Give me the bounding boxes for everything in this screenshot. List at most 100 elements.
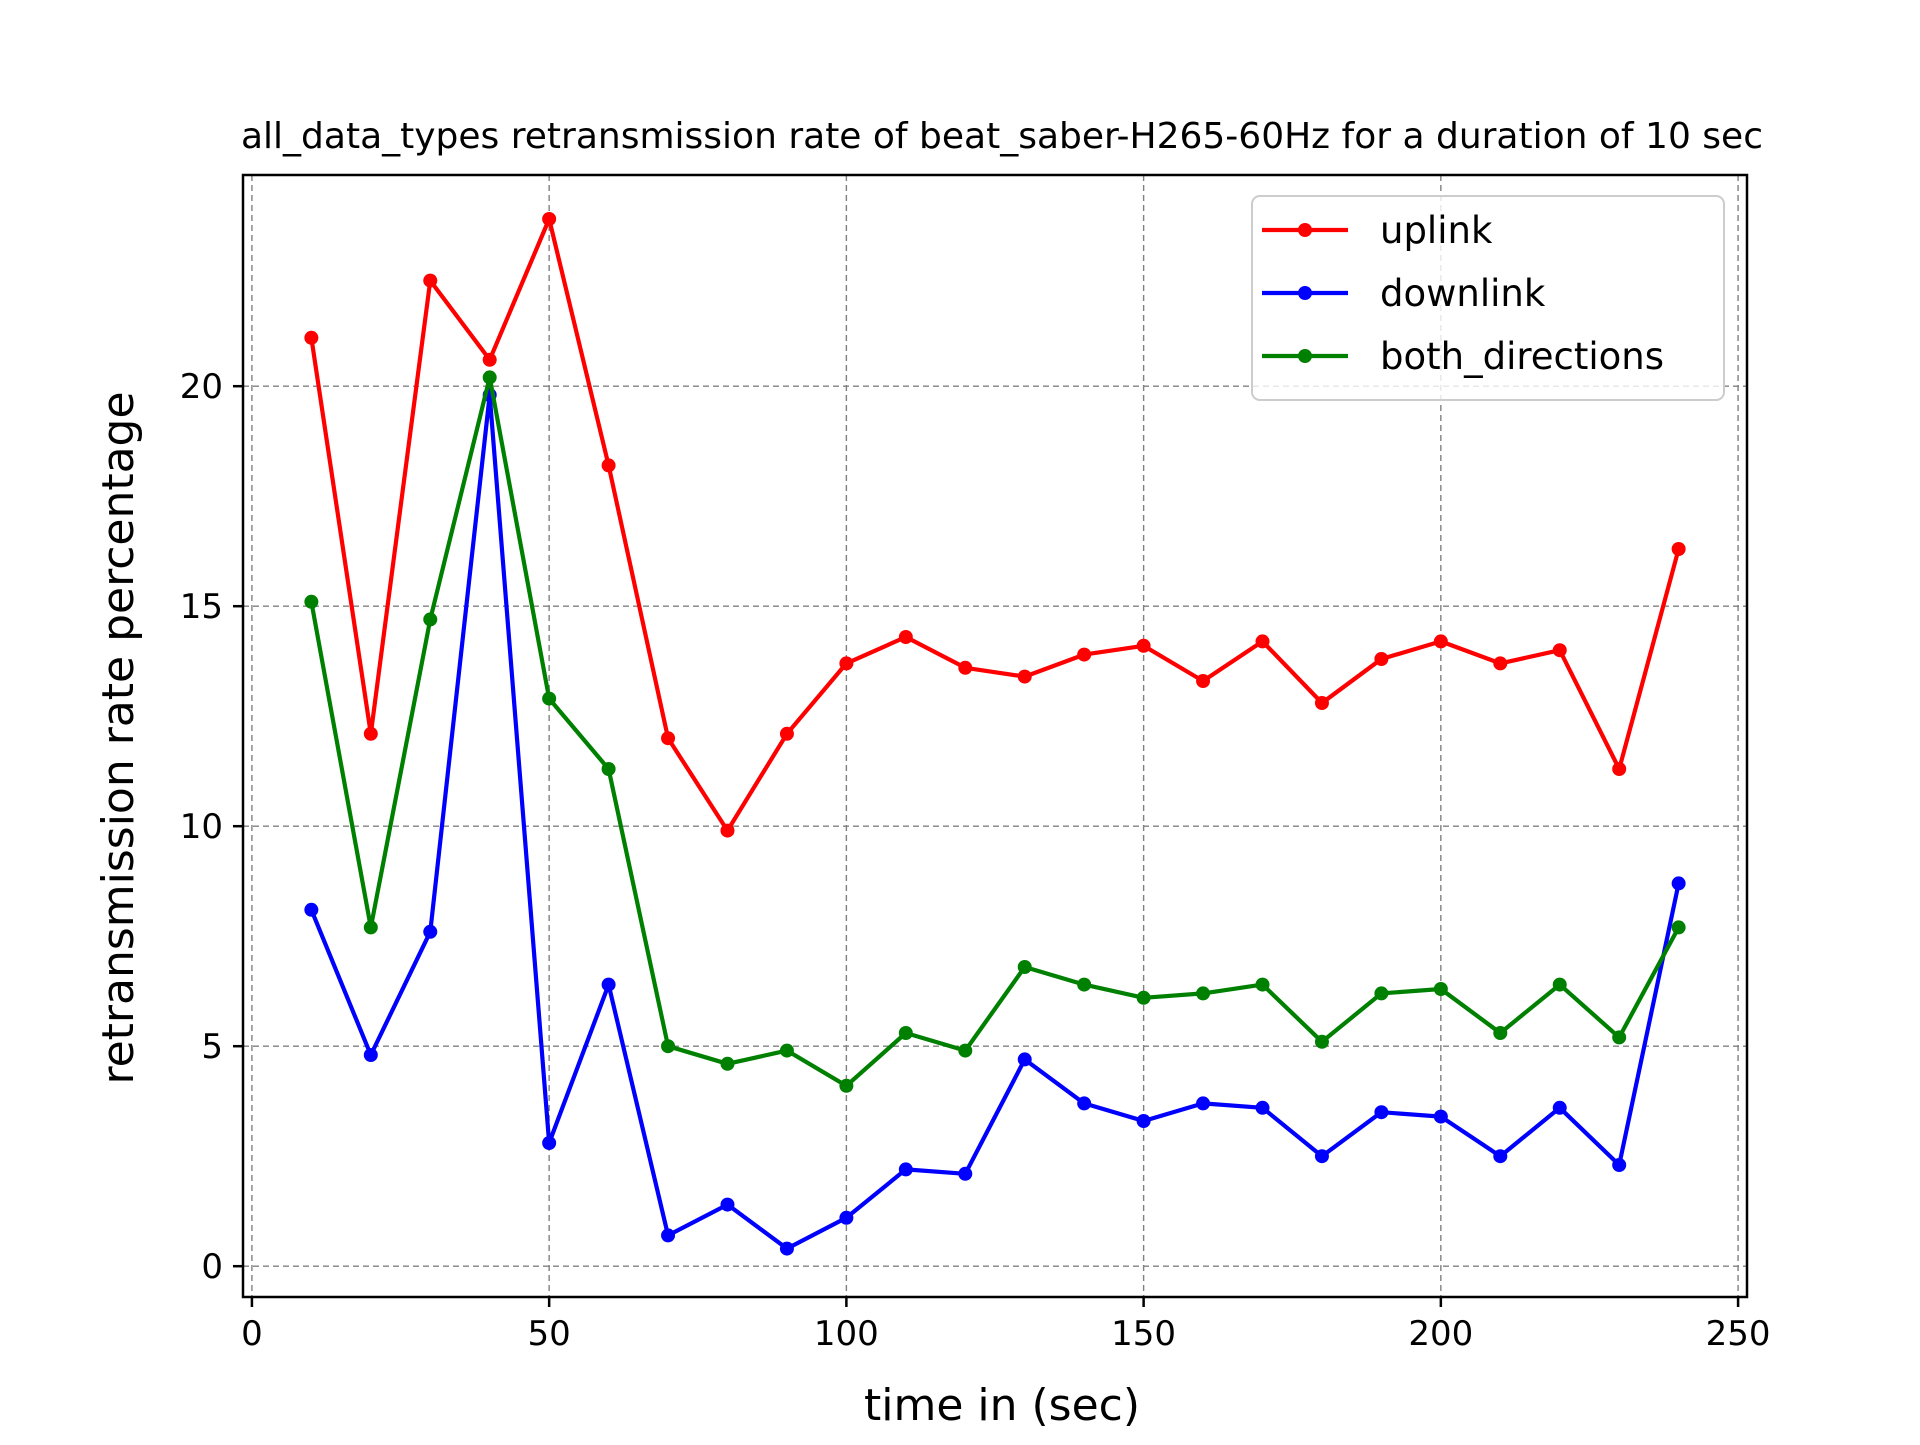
data-point <box>1077 647 1092 662</box>
x-tick-label: 0 <box>241 1314 263 1354</box>
x-tick-label: 50 <box>528 1314 571 1354</box>
data-point <box>542 1136 557 1150</box>
data-point <box>1671 920 1686 935</box>
data-point <box>720 823 735 838</box>
data-point <box>304 902 319 917</box>
data-point <box>720 1197 735 1212</box>
data-point <box>1433 982 1448 996</box>
data-point <box>1196 674 1211 688</box>
data-point <box>898 1026 913 1040</box>
data-point <box>363 920 378 935</box>
data-point <box>542 212 557 226</box>
data-point <box>1136 638 1151 653</box>
data-point <box>482 352 497 367</box>
data-point <box>1255 977 1270 992</box>
legend-box <box>1251 195 1725 401</box>
data-point <box>958 660 973 675</box>
y-tick-label: 10 <box>180 807 223 847</box>
y-axis-label: retransmission rate percentage <box>93 391 144 1084</box>
data-point <box>1255 634 1270 649</box>
data-point <box>1017 960 1032 974</box>
legend-entry: uplink <box>1262 209 1493 252</box>
data-point <box>1314 1034 1329 1049</box>
legend-entry: downlink <box>1262 272 1546 315</box>
data-point <box>1671 876 1686 891</box>
data-point <box>898 1162 913 1177</box>
y-tick-label: 15 <box>180 587 223 627</box>
series-both-directions <box>304 370 1686 1093</box>
data-point <box>1374 986 1389 1001</box>
data-point <box>779 1241 794 1256</box>
data-point <box>1077 977 1092 992</box>
legend-label: uplink <box>1380 209 1493 252</box>
data-point <box>1433 634 1448 649</box>
data-point <box>1612 1158 1627 1172</box>
chart-title: all_data_types retransmission rate of be… <box>241 116 1763 157</box>
data-point <box>1612 1030 1627 1045</box>
legend-swatch-marker <box>1298 349 1312 363</box>
y-tick-label: 20 <box>180 367 223 407</box>
legend-swatch-marker <box>1298 223 1312 237</box>
data-point <box>482 370 497 385</box>
legend-label: both_directions <box>1380 335 1664 378</box>
data-point <box>958 1043 973 1058</box>
data-point <box>1017 669 1032 684</box>
series-line <box>309 375 1681 1088</box>
data-point <box>1552 977 1567 992</box>
data-point <box>1612 762 1627 776</box>
data-point <box>1136 990 1151 1005</box>
data-point <box>601 762 616 776</box>
series-uplink <box>304 212 1686 838</box>
data-point <box>423 924 438 939</box>
data-point <box>542 691 557 706</box>
legend-entry: both_directions <box>1262 335 1664 378</box>
data-point <box>1493 656 1508 671</box>
data-point <box>661 1039 676 1054</box>
data-point <box>1196 1096 1211 1111</box>
data-point <box>304 594 319 609</box>
data-point <box>1493 1149 1508 1164</box>
data-point <box>304 330 319 345</box>
legend-swatch-marker <box>1298 286 1312 300</box>
data-point <box>1552 1100 1567 1115</box>
data-point <box>661 1228 676 1243</box>
series-line <box>309 392 1681 1251</box>
data-point <box>363 726 378 741</box>
data-point <box>958 1166 973 1181</box>
data-point <box>661 731 676 746</box>
data-point <box>720 1056 735 1071</box>
data-point <box>1374 652 1389 666</box>
y-tick-label: 5 <box>201 1027 223 1067</box>
data-point <box>1196 986 1211 1001</box>
data-point <box>363 1048 378 1062</box>
data-point <box>423 612 438 627</box>
data-point <box>779 726 794 741</box>
x-tick-label: 200 <box>1408 1314 1473 1354</box>
data-point <box>1493 1026 1508 1040</box>
data-point <box>1433 1109 1448 1124</box>
series-line <box>309 216 1681 833</box>
data-point <box>839 1078 854 1093</box>
axis-ticks: 0 50 100 150 200 250 0 5 10 15 20 <box>180 367 1771 1354</box>
data-point <box>1077 1096 1092 1111</box>
x-tick-label: 250 <box>1706 1314 1771 1354</box>
y-tick-label: 0 <box>201 1247 223 1287</box>
data-point <box>1017 1052 1032 1067</box>
x-tick-label: 150 <box>1111 1314 1176 1354</box>
legend-label: downlink <box>1380 272 1546 315</box>
data-point <box>839 656 854 671</box>
data-point <box>1552 643 1567 658</box>
data-point <box>1255 1100 1270 1115</box>
x-axis-label: time in (sec) <box>864 1380 1140 1431</box>
data-point <box>779 1043 794 1058</box>
legend: uplink downlink both_directions <box>1251 195 1725 401</box>
series-layer <box>304 212 1686 1256</box>
data-point <box>423 273 438 288</box>
data-point <box>1314 696 1329 710</box>
data-point <box>601 458 616 473</box>
data-point <box>1136 1114 1151 1128</box>
data-point <box>1314 1149 1329 1164</box>
x-tick-label: 100 <box>814 1314 879 1354</box>
